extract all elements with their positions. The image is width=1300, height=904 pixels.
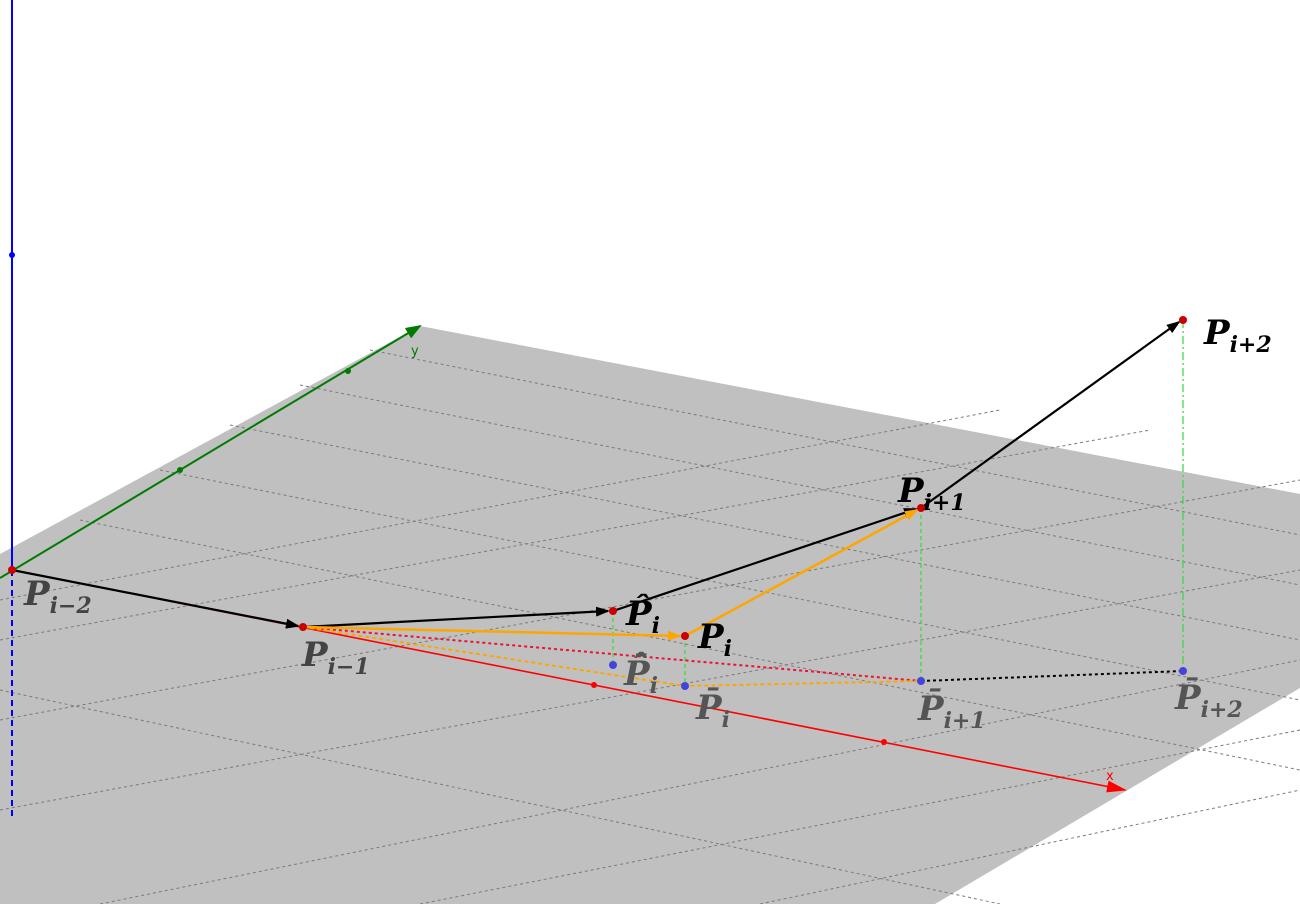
black-dotted-projection <box>920 670 1184 682</box>
orange-vector-pi-pip1 <box>684 508 919 638</box>
label-pbar-ip1-sub: i+1 <box>944 708 986 734</box>
label-p-hat-i-base: P̂ <box>625 593 653 634</box>
vector-pim1-phati <box>302 606 610 629</box>
y-axis-label: y <box>411 344 419 359</box>
label-pbar-ip1: P̄i+1 <box>917 688 986 734</box>
label-p-im2: Pi−2 <box>23 574 92 619</box>
label-pbar-ip2-base: P̄ <box>1174 677 1202 718</box>
label-p-i-base: P <box>697 617 725 657</box>
vector-pim2-pim1 <box>11 568 300 629</box>
point-p-i <box>681 632 689 640</box>
y-axis <box>0 324 422 579</box>
x-axis-tick <box>881 739 887 745</box>
label-pbar-hat-i: P̄̂i <box>623 652 658 699</box>
label-p-ip2-sub: i+2 <box>1230 332 1272 358</box>
y-axis-tick <box>345 368 351 374</box>
red-dotted-projection <box>302 626 922 682</box>
label-p-ip2-base: P <box>1203 313 1231 353</box>
label-pbar-hat-i-sub: i <box>650 673 658 699</box>
label-pbar-i-base: P̄ <box>695 687 723 728</box>
y-axis-tick <box>177 467 183 473</box>
label-p-hat-i-sub: i <box>652 613 660 639</box>
point-pbar-ip1 <box>917 677 925 685</box>
point-p-ip1 <box>917 504 925 512</box>
label-p-ip1-sub: i+1 <box>924 490 966 516</box>
label-p-im1: Pi−1 <box>301 635 370 680</box>
label-pbar-i: P̄i <box>695 687 730 733</box>
point-pbar-hat-i <box>609 661 617 669</box>
x-axis-label: x <box>1106 769 1114 784</box>
orange-vector-pim1-pi <box>302 625 682 641</box>
label-p-ip1-base: P <box>897 471 925 511</box>
label-pbar-ip2-sub: i+2 <box>1201 697 1243 723</box>
point-pbar-i <box>681 682 689 690</box>
point-pbar-ip2 <box>1179 667 1187 675</box>
label-p-i: Pi <box>697 617 732 662</box>
vector-phati-pip1 <box>612 507 918 613</box>
point-p-hat-i <box>609 607 617 615</box>
label-pbar-ip1-base: P̄ <box>917 688 945 729</box>
label-p-im2-base: P <box>23 574 51 614</box>
point-p-im1 <box>299 623 307 631</box>
label-p-im1-sub: i−1 <box>328 654 370 680</box>
label-pbar-i-sub: i <box>722 707 730 733</box>
point-p-im2 <box>8 566 16 574</box>
label-p-hat-i: P̂i <box>625 593 660 639</box>
z-axis-tick <box>9 252 15 258</box>
label-p-im2-sub: i−2 <box>50 593 92 619</box>
point-p-ip2 <box>1179 316 1187 324</box>
label-p-ip1: Pi+1 <box>897 471 966 516</box>
label-pbar-ip2: P̄i+2 <box>1174 677 1243 723</box>
vector-pip1-pip2 <box>920 320 1181 509</box>
x-axis-tick <box>591 682 597 688</box>
label-p-ip2: Pi+2 <box>1203 313 1272 358</box>
label-p-i-sub: i <box>724 636 732 662</box>
label-pbar-hat-i-base: P̄̂ <box>623 652 651 694</box>
label-p-im1-base: P <box>301 635 329 675</box>
